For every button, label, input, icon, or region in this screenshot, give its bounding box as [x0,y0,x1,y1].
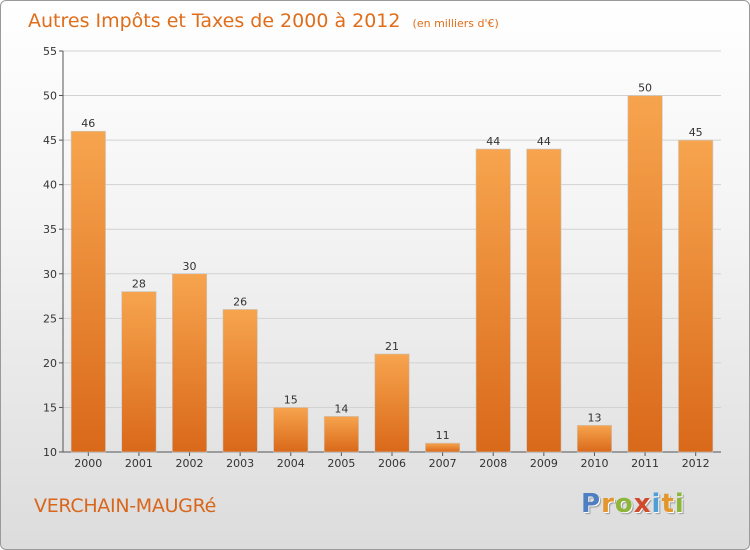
logo-letter: t [661,489,675,519]
bar-2002 [172,273,208,453]
bar-2011 [627,95,663,453]
logo-letter: x [633,489,652,519]
y-tick-label: 10 [43,446,57,459]
bar-2010 [576,424,612,453]
y-tick-label: 50 [43,90,57,103]
x-tick-label: 2011 [631,457,659,470]
value-label: 21 [385,340,399,353]
value-label: 11 [436,429,450,442]
chart-title: Autres Impôts et Taxes de 2000 à 2012 (e… [28,10,499,32]
y-tick-label: 40 [43,179,57,192]
y-tick-label: 25 [43,312,57,325]
logo-letter: r [601,489,615,519]
bar-2009 [526,148,562,453]
logo-letter: i [651,489,662,519]
value-label: 13 [587,411,601,424]
bar-2012 [678,139,714,453]
town-name: VERCHAIN-MAUGRé [34,495,217,517]
x-tick-label: 2010 [580,457,608,470]
bar-2001 [121,291,157,453]
bar-2000 [70,130,106,453]
proxiti-logo: Proxiti [581,489,685,519]
bar-2006 [374,353,410,453]
value-label: 14 [334,402,348,415]
x-tick-label: 2004 [277,457,305,470]
x-tick-label: 2002 [176,457,204,470]
y-tick-label: 35 [43,223,57,236]
x-tick-label: 2000 [74,457,102,470]
value-label: 46 [81,117,95,130]
bar-2004 [273,407,309,453]
y-tick-label: 20 [43,357,57,370]
bar-2008 [475,148,511,453]
y-tick-label: 55 [43,45,57,58]
value-label: 28 [132,278,146,291]
data-labels: 46 28 30 26 15 14 21 11 44 44 13 50 45 [81,82,702,443]
value-label: 44 [537,135,551,148]
axes: 10 15 20 25 30 35 40 45 50 55 2000 2001 2002 2003 2004… [43,45,721,470]
y-tick-label: 15 [43,401,57,414]
x-tick-label: 2009 [530,457,558,470]
value-label: 26 [233,295,247,308]
x-tick-label: 2006 [378,457,406,470]
chart-title-unit: (en milliers d'€) [413,17,499,30]
x-tick-label: 2008 [479,457,507,470]
y-tick-label: 30 [43,268,57,281]
bar-2007 [425,442,461,453]
logo-letter: o [614,489,634,519]
x-tick-label: 2001 [125,457,153,470]
bars [70,95,714,453]
x-tick-label: 2007 [429,457,457,470]
x-tick-label: 2003 [226,457,254,470]
y-tick-label: 45 [43,134,57,147]
bar-2003 [222,309,258,453]
value-label: 44 [486,135,500,148]
value-label: 30 [183,260,197,273]
logo-letter: i [674,489,685,519]
logo-letter: P [581,489,602,519]
value-label: 45 [689,126,703,139]
x-tick-label: 2005 [327,457,355,470]
value-label: 50 [638,82,652,95]
value-label: 15 [284,393,298,406]
chart-title-main: Autres Impôts et Taxes de 2000 à 2012 [28,10,401,32]
x-tick-label: 2012 [682,457,710,470]
bar-2005 [323,416,359,453]
